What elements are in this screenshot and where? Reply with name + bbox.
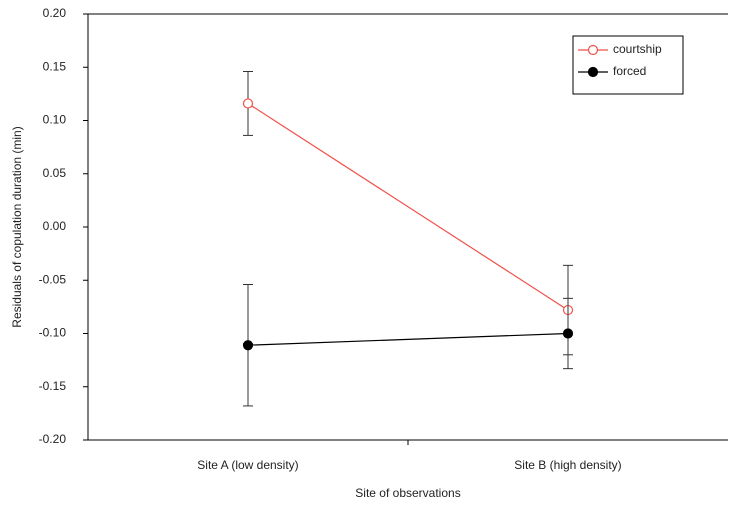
series-line — [247, 102, 569, 311]
legend-marker — [587, 66, 599, 78]
point — [242, 340, 254, 351]
y-tick-label: -0.20 — [39, 432, 67, 446]
point — [562, 328, 574, 339]
series-line — [247, 332, 569, 346]
y-tick-label: 0.05 — [43, 166, 67, 180]
y-tick-label: -0.10 — [39, 326, 67, 340]
x-axis-title: Site of observations — [355, 486, 460, 500]
y-tick-label: 0.20 — [43, 6, 67, 20]
y-tick-label: 0.00 — [43, 219, 67, 233]
y-tick-label: 0.10 — [43, 113, 67, 127]
legend-label: forced — [613, 64, 646, 78]
y-tick-label: -0.05 — [39, 272, 67, 286]
x-tick-label: Site A (low density) — [197, 458, 298, 472]
legend-marker — [587, 44, 599, 56]
legend-label: courtship — [613, 42, 662, 56]
y-axis-title: Residuals of copulation duration (min) — [10, 126, 24, 327]
point — [242, 98, 254, 109]
y-tick-label: 0.15 — [43, 59, 67, 73]
y-tick-label: -0.15 — [39, 379, 67, 393]
x-tick-label: Site B (high density) — [514, 458, 621, 472]
